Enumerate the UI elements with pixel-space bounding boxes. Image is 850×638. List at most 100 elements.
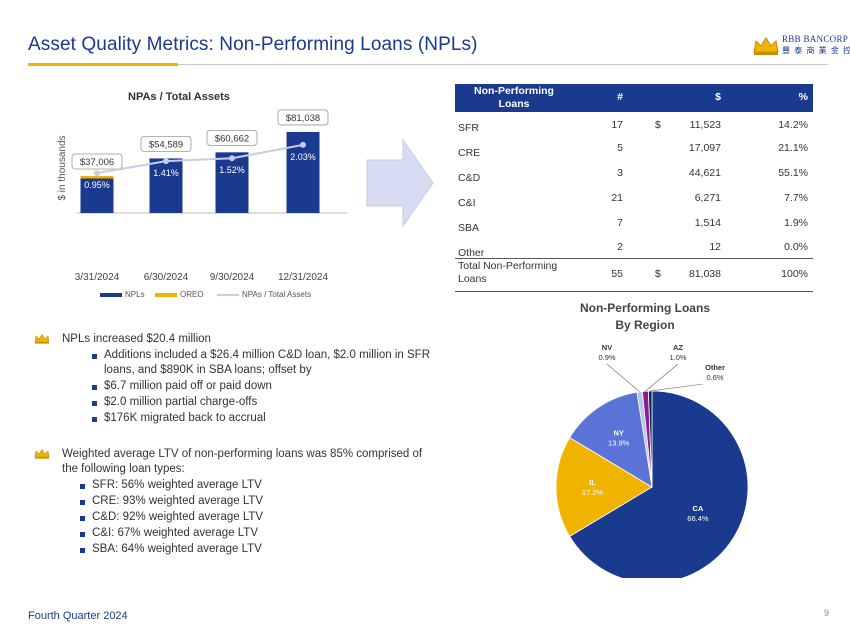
bullet-weighted-ltv: Weighted average LTV of non-performing l… (62, 447, 422, 477)
x-tick-label: 6/30/2024 (144, 272, 189, 283)
pie-value-label: 0.9% (598, 353, 615, 362)
sub-bullet-chargeoffs: $2.0 million partial charge-offs (104, 396, 258, 408)
x-tick-label: 3/31/2024 (75, 272, 120, 283)
header-label-line2: ($ in thousands) (473, 111, 555, 123)
table-header: Non-Performing Loans ($ in thousands) # … (455, 84, 813, 123)
total-label-line1: Total Non-Performing (458, 260, 558, 272)
total-label-line2: Loans (458, 273, 487, 285)
ratio-point (229, 155, 235, 162)
bullet-npl-increase: NPLs increased $20.4 million (62, 333, 211, 345)
row-amount: 17,097 (688, 142, 721, 154)
sub-bullet-additions-line2: loans, and $890K in SBA loans; offset by (104, 364, 312, 376)
bullet-ltv-line2: the following loan types: (62, 463, 185, 475)
pie-slice-il (555, 437, 653, 537)
header-amount: $ (715, 91, 721, 103)
pie-value-label: 66.4% (687, 514, 709, 523)
ratio-point (94, 170, 100, 177)
x-tick-label: 12/31/2024 (278, 272, 328, 283)
table-row: SBA 7 1,514 1.9% (455, 217, 813, 237)
table-row: CRE 5 17,097 21.1% (455, 142, 813, 162)
pie-chart-title: Non-Performing Loans By Region (560, 300, 730, 334)
row-count: 17 (611, 119, 623, 131)
pie-value-label: 13.9% (608, 439, 630, 448)
legend-label-npls: NPLs (125, 290, 145, 299)
row-percent: 1.9% (784, 217, 808, 229)
total-amount: 81,038 (688, 268, 721, 280)
ratio-point (300, 141, 306, 148)
crown-bullet-icon (34, 449, 50, 459)
legend-swatch-oreo (155, 293, 177, 297)
row-amount: 44,621 (688, 167, 721, 179)
sub-bullet-sfr-ltv: SFR: 56% weighted average LTV (92, 479, 262, 491)
pie-category-label: Other (705, 363, 725, 372)
total-label: Total Non-Performing Loans (458, 260, 557, 286)
row-label: C&D (458, 172, 481, 184)
header-loans-label: Non-Performing Loans ($ in thousands) (459, 85, 569, 124)
square-bullet-icon (92, 417, 97, 422)
sub-bullet-cre-ltv: CRE: 93% weighted average LTV (92, 495, 264, 507)
row-amount: 1,514 (694, 217, 721, 229)
total-data-label: $60,662 (215, 133, 249, 144)
square-bullet-icon (92, 354, 97, 359)
header-label-line1: Non-Performing Loans (474, 85, 554, 110)
total-label-box (277, 109, 329, 126)
bar-oreo (80, 175, 114, 179)
pie-slice-ny (569, 391, 653, 488)
row-label: CRE (458, 147, 481, 159)
total-divider (455, 258, 813, 259)
ratio-series-line (96, 143, 304, 175)
square-bullet-icon (80, 532, 85, 537)
row-label: C&I (458, 197, 476, 209)
sub-bullet-ci-ltv: C&I: 67% weighted average LTV (92, 527, 258, 539)
total-dollar-sign: $ (655, 268, 661, 280)
table-total-row: Total Non-Performing Loans 55 $ 81,038 1… (455, 260, 813, 290)
pie-category-label: CA (693, 504, 704, 513)
header-percent: % (798, 91, 808, 103)
square-bullet-icon (80, 548, 85, 553)
bar-npls (80, 178, 114, 213)
crown-logo-icon (753, 37, 779, 55)
sub-bullet-cd-ltv: C&D: 92% weighted average LTV (92, 511, 264, 523)
table-row: Other 2 12 0.0% (455, 241, 813, 261)
row-amount: 12 (709, 241, 721, 253)
square-bullet-icon (92, 385, 97, 390)
row-count: 7 (617, 217, 623, 229)
page-number: 9 (824, 608, 830, 618)
ratio-point (163, 158, 169, 165)
ratio-data-label: 1.52% (219, 165, 245, 175)
bullet-ltv-line1: Weighted average LTV of non-performing l… (62, 448, 423, 460)
pie-leader-line (645, 363, 679, 392)
npa-bar-chart: $ in thousands $37,006 3/31/2024 $54,589 6/3… (57, 109, 347, 299)
row-count: 21 (611, 192, 623, 204)
sub-bullet-accrual: $176K migrated back to accrual (104, 412, 266, 424)
total-label-box (140, 136, 192, 152)
total-percent: 100% (781, 268, 808, 280)
square-bullet-icon (80, 516, 85, 521)
bar-chart-title: NPAs / Total Assets (128, 91, 230, 103)
page-title: Asset Quality Metrics: Non-Performing Lo… (28, 34, 478, 55)
ratio-data-label: 1.41% (153, 168, 179, 178)
square-bullet-icon (92, 401, 97, 406)
row-amount: 6,271 (694, 192, 721, 204)
row-label: Other (458, 247, 485, 259)
pie-category-label: IL (589, 478, 596, 487)
row-count: 5 (617, 142, 623, 154)
pie-value-label: 1.0% (669, 353, 686, 362)
row-percent: 0.0% (784, 241, 808, 253)
row-amount: 11,523 (689, 119, 721, 131)
total-count: 55 (611, 268, 623, 280)
legend-swatch-npls (100, 293, 122, 297)
table-row: SFR 17 $ 11,523 14.2% (455, 119, 813, 139)
y-axis-label: $ in thousands (57, 135, 68, 200)
pie-title-line2: By Region (615, 318, 675, 332)
total-data-label: $81,038 (286, 113, 320, 124)
table-row: C&D 3 44,621 55.1% (455, 167, 813, 187)
row-percent: 14.2% (778, 119, 808, 131)
header-count: # (617, 91, 623, 103)
pie-leader-line (606, 363, 640, 393)
pie-category-label: NV (602, 343, 612, 352)
row-dollar-sign: $ (655, 119, 661, 131)
total-label-box (71, 153, 123, 170)
total-data-label: $54,589 (149, 139, 183, 150)
ratio-data-label: 0.95% (84, 180, 110, 190)
